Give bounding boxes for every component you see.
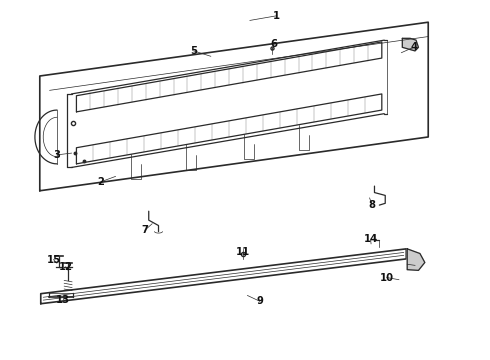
- Text: 8: 8: [368, 200, 375, 210]
- Text: 9: 9: [256, 296, 263, 306]
- Text: 13: 13: [56, 295, 70, 305]
- Text: 4: 4: [410, 42, 417, 52]
- Polygon shape: [407, 249, 425, 270]
- Text: 14: 14: [364, 234, 378, 244]
- Text: 15: 15: [47, 255, 61, 265]
- Text: 7: 7: [142, 225, 148, 235]
- Text: 10: 10: [380, 273, 393, 283]
- Text: 3: 3: [53, 150, 60, 160]
- Text: 11: 11: [235, 247, 250, 257]
- Text: 2: 2: [98, 177, 104, 187]
- Text: 6: 6: [271, 39, 278, 49]
- Text: 5: 5: [190, 46, 197, 56]
- Text: 1: 1: [273, 11, 280, 21]
- Polygon shape: [402, 39, 418, 51]
- Text: 12: 12: [59, 262, 73, 272]
